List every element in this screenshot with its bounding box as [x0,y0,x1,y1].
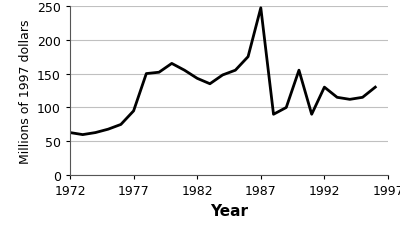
X-axis label: Year: Year [210,203,248,218]
Y-axis label: Millions of 1997 dollars: Millions of 1997 dollars [18,19,32,163]
